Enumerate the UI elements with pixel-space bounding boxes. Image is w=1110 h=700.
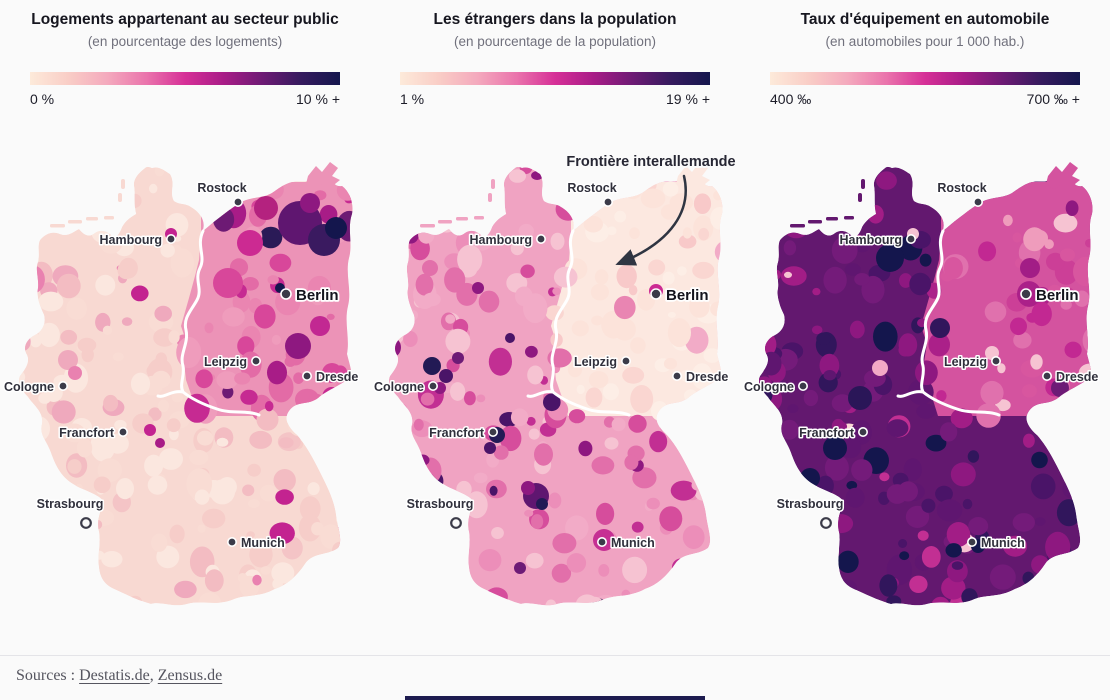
legend-gradient	[770, 72, 1080, 85]
coastal-islands	[50, 162, 340, 228]
city-label: Hambourg	[840, 233, 903, 247]
city-label: Francfort	[799, 426, 855, 440]
city-dot	[166, 234, 177, 245]
legend-labels: 0 % 10 % +	[30, 91, 340, 107]
city-dot	[301, 371, 312, 382]
legend-max-label: 700 ‰ +	[1026, 91, 1080, 107]
panel-header: Taux d'équipement en automobile (en auto…	[740, 0, 1110, 107]
coastal-islands	[790, 162, 1080, 228]
city-dot	[118, 426, 129, 437]
city-dot	[906, 234, 917, 245]
city-dot	[858, 426, 869, 437]
panel-header: Logements appartenant au secteur public …	[0, 0, 370, 107]
city-label: Cologne	[374, 380, 424, 394]
city-dot	[991, 356, 1002, 367]
city-label: Strasbourg	[777, 497, 844, 511]
border-annotation-label: Frontière interallemande	[566, 154, 735, 170]
city-dot	[427, 381, 438, 392]
city-label: Munich	[981, 536, 1025, 550]
city-dot	[603, 196, 614, 207]
legend-min-label: 1 %	[400, 91, 425, 107]
city-dot	[650, 288, 662, 300]
city-label: Francfort	[429, 426, 485, 440]
panel-foreigners: Les étrangers dans la population (en pou…	[370, 0, 740, 700]
sources-line: Sources : Destatis.de, Zensus.de	[0, 655, 1110, 685]
panel-header: Les étrangers dans la population (en pou…	[370, 0, 740, 107]
city-label: Rostock	[937, 181, 986, 195]
legend-labels: 1 % 19 % +	[400, 91, 710, 107]
bottom-progress-bar	[405, 696, 705, 700]
city-label: Strasbourg	[407, 497, 474, 511]
choropleth-map-foreigners: Rostock Hambourg Berlin Leipzig Dresde Cologn…	[373, 152, 738, 606]
source-link-destatis[interactable]: Destatis.de	[79, 667, 150, 684]
source-link-zensus[interactable]: Zensus.de	[157, 667, 223, 684]
city-dot-hollow	[450, 517, 462, 529]
city-label: Rostock	[567, 181, 616, 195]
city-dot	[1041, 371, 1052, 382]
city-dot	[597, 536, 608, 547]
legend-min-label: 0 %	[30, 91, 55, 107]
legend-min-label: 400 ‰	[770, 91, 812, 107]
city-label: Leipzig	[574, 355, 617, 369]
city-dot	[488, 426, 499, 437]
city-dot	[536, 234, 547, 245]
city-dot	[280, 288, 292, 300]
city-dot	[621, 356, 632, 367]
city-label: Leipzig	[204, 355, 247, 369]
city-label: Cologne	[744, 380, 794, 394]
city-dot	[233, 196, 244, 207]
city-dot	[973, 196, 984, 207]
annotation-arrow	[615, 174, 687, 266]
city-label: Berlin	[1036, 287, 1079, 304]
panel-subtitle: (en pourcentage des logements)	[87, 34, 283, 49]
legend-labels: 400 ‰ 700 ‰ +	[770, 91, 1080, 107]
city-label: Cologne	[4, 380, 54, 394]
sources-separator: ,	[149, 667, 158, 684]
city-label: Leipzig	[944, 355, 987, 369]
sources-prefix: Sources :	[16, 667, 80, 684]
city-label: Dresde	[686, 370, 728, 384]
choropleth-map-car-ownership: Rostock Hambourg Berlin Leipzig Dresde Cologn…	[743, 162, 1100, 606]
city-label: Rostock	[197, 181, 246, 195]
panel-title: Logements appartenant au secteur public	[31, 11, 339, 28]
city-label: Berlin	[296, 287, 339, 304]
city-label: Francfort	[59, 426, 115, 440]
legend-gradient	[400, 72, 710, 85]
city-dot	[57, 381, 68, 392]
city-dot	[797, 381, 808, 392]
city-dot	[671, 371, 682, 382]
city-label: Hambourg	[100, 233, 163, 247]
legend-gradient	[30, 72, 340, 85]
panel-title: Les étrangers dans la population	[433, 11, 677, 28]
city-label: Dresde	[316, 370, 358, 384]
city-label: Dresde	[1056, 370, 1098, 384]
city-dot	[251, 356, 262, 367]
panel-title: Taux d'équipement en automobile	[800, 11, 1050, 28]
legend-max-label: 10 % +	[296, 91, 340, 107]
panel-car-ownership: Taux d'équipement en automobile (en auto…	[740, 0, 1110, 700]
city-label: Berlin	[666, 287, 709, 304]
choropleth-map-public-housing: Rostock Hambourg Berlin Leipzig Dresde Cologn…	[3, 162, 360, 606]
city-label: Hambourg	[470, 233, 533, 247]
panel-public-housing: Logements appartenant au secteur public …	[0, 0, 370, 700]
city-dot-hollow	[820, 517, 832, 529]
city-dot	[227, 536, 238, 547]
city-dot	[1020, 288, 1032, 300]
legend-max-label: 19 % +	[666, 91, 710, 107]
panel-subtitle: (en pourcentage de la population)	[454, 34, 656, 49]
city-label: Strasbourg	[37, 497, 104, 511]
city-dot	[967, 536, 978, 547]
city-label: Munich	[241, 536, 285, 550]
city-dot-hollow	[80, 517, 92, 529]
panel-subtitle: (en automobiles pour 1 000 hab.)	[825, 34, 1025, 49]
city-label: Munich	[611, 536, 655, 550]
